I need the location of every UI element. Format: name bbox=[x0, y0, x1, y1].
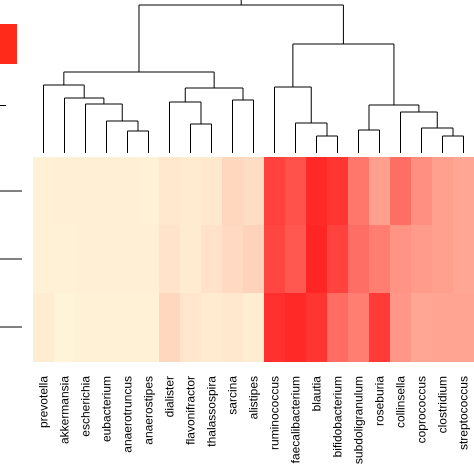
heatmap-cell-r2-faecalibacterium bbox=[285, 293, 307, 362]
heatmap-cell-r2-dialister bbox=[159, 293, 181, 362]
column-label-bifidobacterium: bifidobacterium bbox=[331, 376, 345, 457]
heatmap-cell-r1-subdoligranulum bbox=[348, 225, 370, 293]
column-label-ruminococcus: ruminococcus bbox=[268, 376, 282, 450]
heatmap-cell-r2-bifidobacterium bbox=[327, 293, 349, 362]
heatmap-cell-r0-dialister bbox=[159, 157, 181, 225]
column-label-prevotella: prevotella bbox=[37, 376, 51, 428]
column-label-escherichia: escherichia bbox=[79, 376, 93, 437]
heatmap-cell-r0-clostridium bbox=[432, 157, 454, 225]
heatmap-cell-r0-faecalibacterium bbox=[285, 157, 307, 225]
heatmap-cell-r2-clostridium bbox=[432, 293, 454, 362]
column-label-alistipes: alistipes bbox=[247, 376, 261, 419]
heatmap-cell-r0-ruminococcus bbox=[264, 157, 286, 225]
column-label-thalassospira: thalassospira bbox=[205, 376, 219, 447]
column-label-anaerostipes: anaerostipes bbox=[142, 376, 156, 445]
heatmap-cell-r1-akkermansia bbox=[54, 225, 76, 293]
heatmap-cell-r2-anaerostipes bbox=[138, 293, 160, 362]
heatmap-cell-r2-escherichia bbox=[75, 293, 97, 362]
heatmap-cell-r1-anaerotruncus bbox=[117, 225, 139, 293]
heatmap-cell-r1-thalassospira bbox=[201, 225, 223, 293]
column-label-eubacterium: eubacterium bbox=[100, 376, 114, 442]
column-label-sarcina: sarcina bbox=[226, 376, 240, 415]
heatmap-cell-r0-flavonifractor bbox=[180, 157, 202, 225]
heatmap-cell-r1-eubacterium bbox=[96, 225, 118, 293]
heatmap-cell-r1-coprococcus bbox=[411, 225, 433, 293]
heatmap-cell-r2-anaerotruncus bbox=[117, 293, 139, 362]
heatmap-cell-r0-prevotella bbox=[33, 157, 55, 225]
column-label-faecalibacterium: faecalibacterium bbox=[289, 376, 303, 463]
heatmap-cell-r0-alistipes bbox=[243, 157, 265, 225]
heatmap-cell-r0-sarcina bbox=[222, 157, 244, 225]
heatmap-cell-r1-ruminococcus bbox=[264, 225, 286, 293]
heatmap-cell-r2-eubacterium bbox=[96, 293, 118, 362]
column-label-flavonifractor: flavonifractor bbox=[184, 376, 198, 445]
color-key-swatch bbox=[0, 24, 17, 64]
heatmap-cell-r2-alistipes bbox=[243, 293, 265, 362]
heatmap-cell-r1-clostridium bbox=[432, 225, 454, 293]
column-label-akkermansia: akkermansia bbox=[58, 376, 72, 444]
heatmap-cell-r1-flavonifractor bbox=[180, 225, 202, 293]
heatmap-cell-r0-coprococcus bbox=[411, 157, 433, 225]
column-dendrogram bbox=[43, 0, 464, 153]
row-axis-ticks bbox=[0, 190, 22, 328]
heatmap-cell-r2-streptococcus bbox=[453, 293, 474, 362]
heatmap-cell-r1-blautia bbox=[306, 225, 328, 293]
heatmap-cell-r1-sarcina bbox=[222, 225, 244, 293]
heatmap-cell-r2-thalassospira bbox=[201, 293, 223, 362]
column-label-subdoligranulum: subdoligranulum bbox=[352, 376, 366, 464]
heatmap-cell-r2-roseburia bbox=[369, 293, 391, 362]
column-label-collinsella: collinsella bbox=[394, 376, 408, 428]
heatmap-cell-r1-dialister bbox=[159, 225, 181, 293]
heatmap-cell-r2-coprococcus bbox=[411, 293, 433, 362]
column-label-dialister: dialister bbox=[163, 376, 177, 417]
heatmap-cell-r1-roseburia bbox=[369, 225, 391, 293]
heatmap-cell-r0-thalassospira bbox=[201, 157, 223, 225]
column-label-anaerotruncus: anaerotruncus bbox=[121, 376, 135, 453]
column-label-coprococcus: coprococcus bbox=[415, 376, 429, 443]
heatmap-cell-r0-roseburia bbox=[369, 157, 391, 225]
heatmap-cell-r2-subdoligranulum bbox=[348, 293, 370, 362]
heatmap-cell-r2-blautia bbox=[306, 293, 328, 362]
column-label-blautia: blautia bbox=[310, 376, 324, 412]
heatmap-cell-r0-anaerostipes bbox=[138, 157, 160, 225]
heatmap-cell-r1-escherichia bbox=[75, 225, 97, 293]
heatmap-cell-r0-escherichia bbox=[75, 157, 97, 225]
heatmap-cell-r2-ruminococcus bbox=[264, 293, 286, 362]
heatmap-cell-r1-prevotella bbox=[33, 225, 55, 293]
column-label-streptococcus: streptococcus bbox=[457, 376, 471, 450]
column-labels: prevotella akkermansia escherichia eubacter… bbox=[37, 376, 471, 464]
heatmap-cell-r0-bifidobacterium bbox=[327, 157, 349, 225]
heatmap-cell-r2-sarcina bbox=[222, 293, 244, 362]
heatmap-cell-r0-blautia bbox=[306, 157, 328, 225]
heatmap-cell-r0-anaerotruncus bbox=[117, 157, 139, 225]
heatmap-cell-r0-subdoligranulum bbox=[348, 157, 370, 225]
heatmap-cell-r1-bifidobacterium bbox=[327, 225, 349, 293]
heatmap-cell-r2-flavonifractor bbox=[180, 293, 202, 362]
column-label-roseburia: roseburia bbox=[373, 376, 387, 426]
heatmap-cell-r2-collinsella bbox=[390, 293, 412, 362]
heatmap-cell-r1-alistipes bbox=[243, 225, 265, 293]
heatmap-cells bbox=[33, 157, 474, 362]
heatmap-cell-r2-akkermansia bbox=[54, 293, 76, 362]
heatmap-cell-r1-collinsella bbox=[390, 225, 412, 293]
heatmap-cell-r2-prevotella bbox=[33, 293, 55, 362]
heatmap-cell-r1-streptococcus bbox=[453, 225, 474, 293]
heatmap-cell-r1-faecalibacterium bbox=[285, 225, 307, 293]
column-label-clostridium: clostridium bbox=[436, 376, 450, 433]
heatmap-cell-r1-anaerostipes bbox=[138, 225, 160, 293]
heatmap-cell-r0-collinsella bbox=[390, 157, 412, 225]
heatmap-cell-r0-streptococcus bbox=[453, 157, 474, 225]
heatmap-cell-r0-eubacterium bbox=[96, 157, 118, 225]
color-key-tick bbox=[0, 105, 6, 106]
heatmap-cell-r0-akkermansia bbox=[54, 157, 76, 225]
